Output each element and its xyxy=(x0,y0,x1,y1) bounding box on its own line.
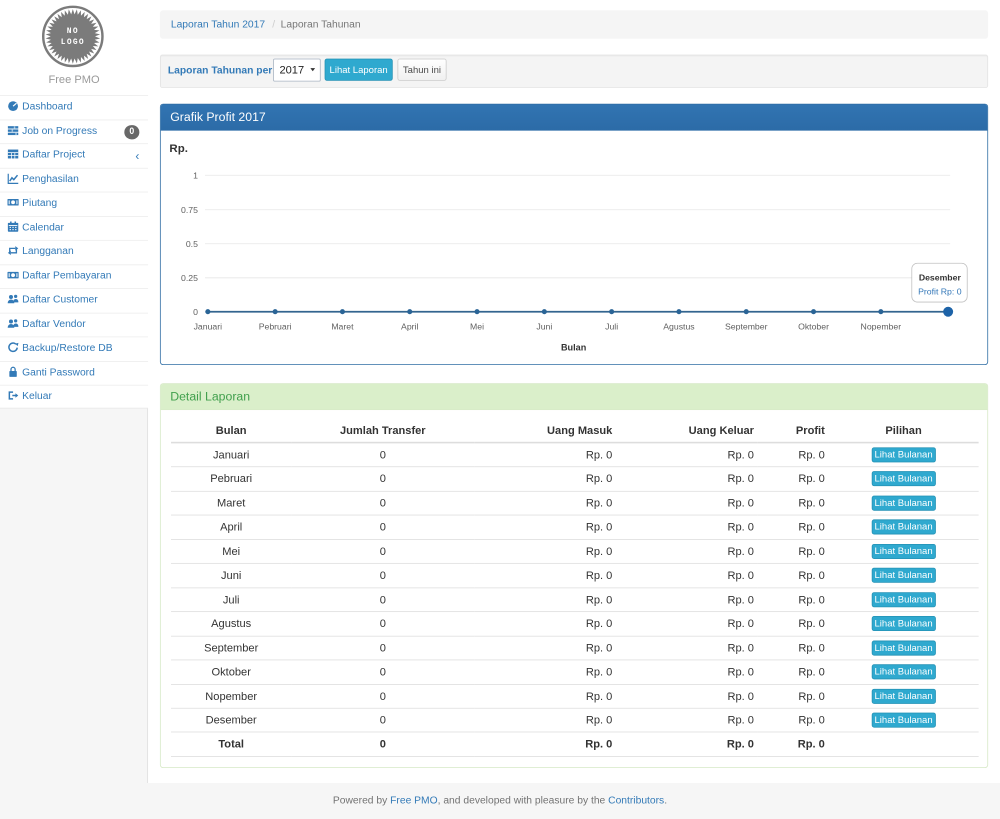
svg-text:Agustus: Agustus xyxy=(663,321,695,331)
svg-text:September: September xyxy=(725,321,768,331)
svg-text:Nopember: Nopember xyxy=(861,321,902,331)
svg-text:Juni: Juni xyxy=(536,321,552,331)
svg-text:April: April xyxy=(401,321,418,331)
svg-text:Mei: Mei xyxy=(470,321,484,331)
svg-text:Juli: Juli xyxy=(605,321,618,331)
svg-text:0: 0 xyxy=(193,307,198,317)
svg-text:0.25: 0.25 xyxy=(181,273,198,283)
svg-text:NO: NO xyxy=(67,27,79,36)
svg-text:1: 1 xyxy=(193,170,198,180)
svg-text:LOGO: LOGO xyxy=(61,38,85,47)
svg-text:Bulan: Bulan xyxy=(561,342,586,352)
svg-text:0.75: 0.75 xyxy=(181,205,198,215)
svg-text:Oktober: Oktober xyxy=(798,321,829,331)
svg-text:Desember: Desember xyxy=(919,272,962,282)
svg-text:Pebruari: Pebruari xyxy=(259,321,292,331)
svg-text:Rp.: Rp. xyxy=(169,143,187,155)
svg-text:Profit Rp: 0: Profit Rp: 0 xyxy=(918,287,962,297)
svg-text:0.5: 0.5 xyxy=(186,239,198,249)
svg-text:Januari: Januari xyxy=(194,321,223,331)
svg-text:Maret: Maret xyxy=(331,321,354,331)
